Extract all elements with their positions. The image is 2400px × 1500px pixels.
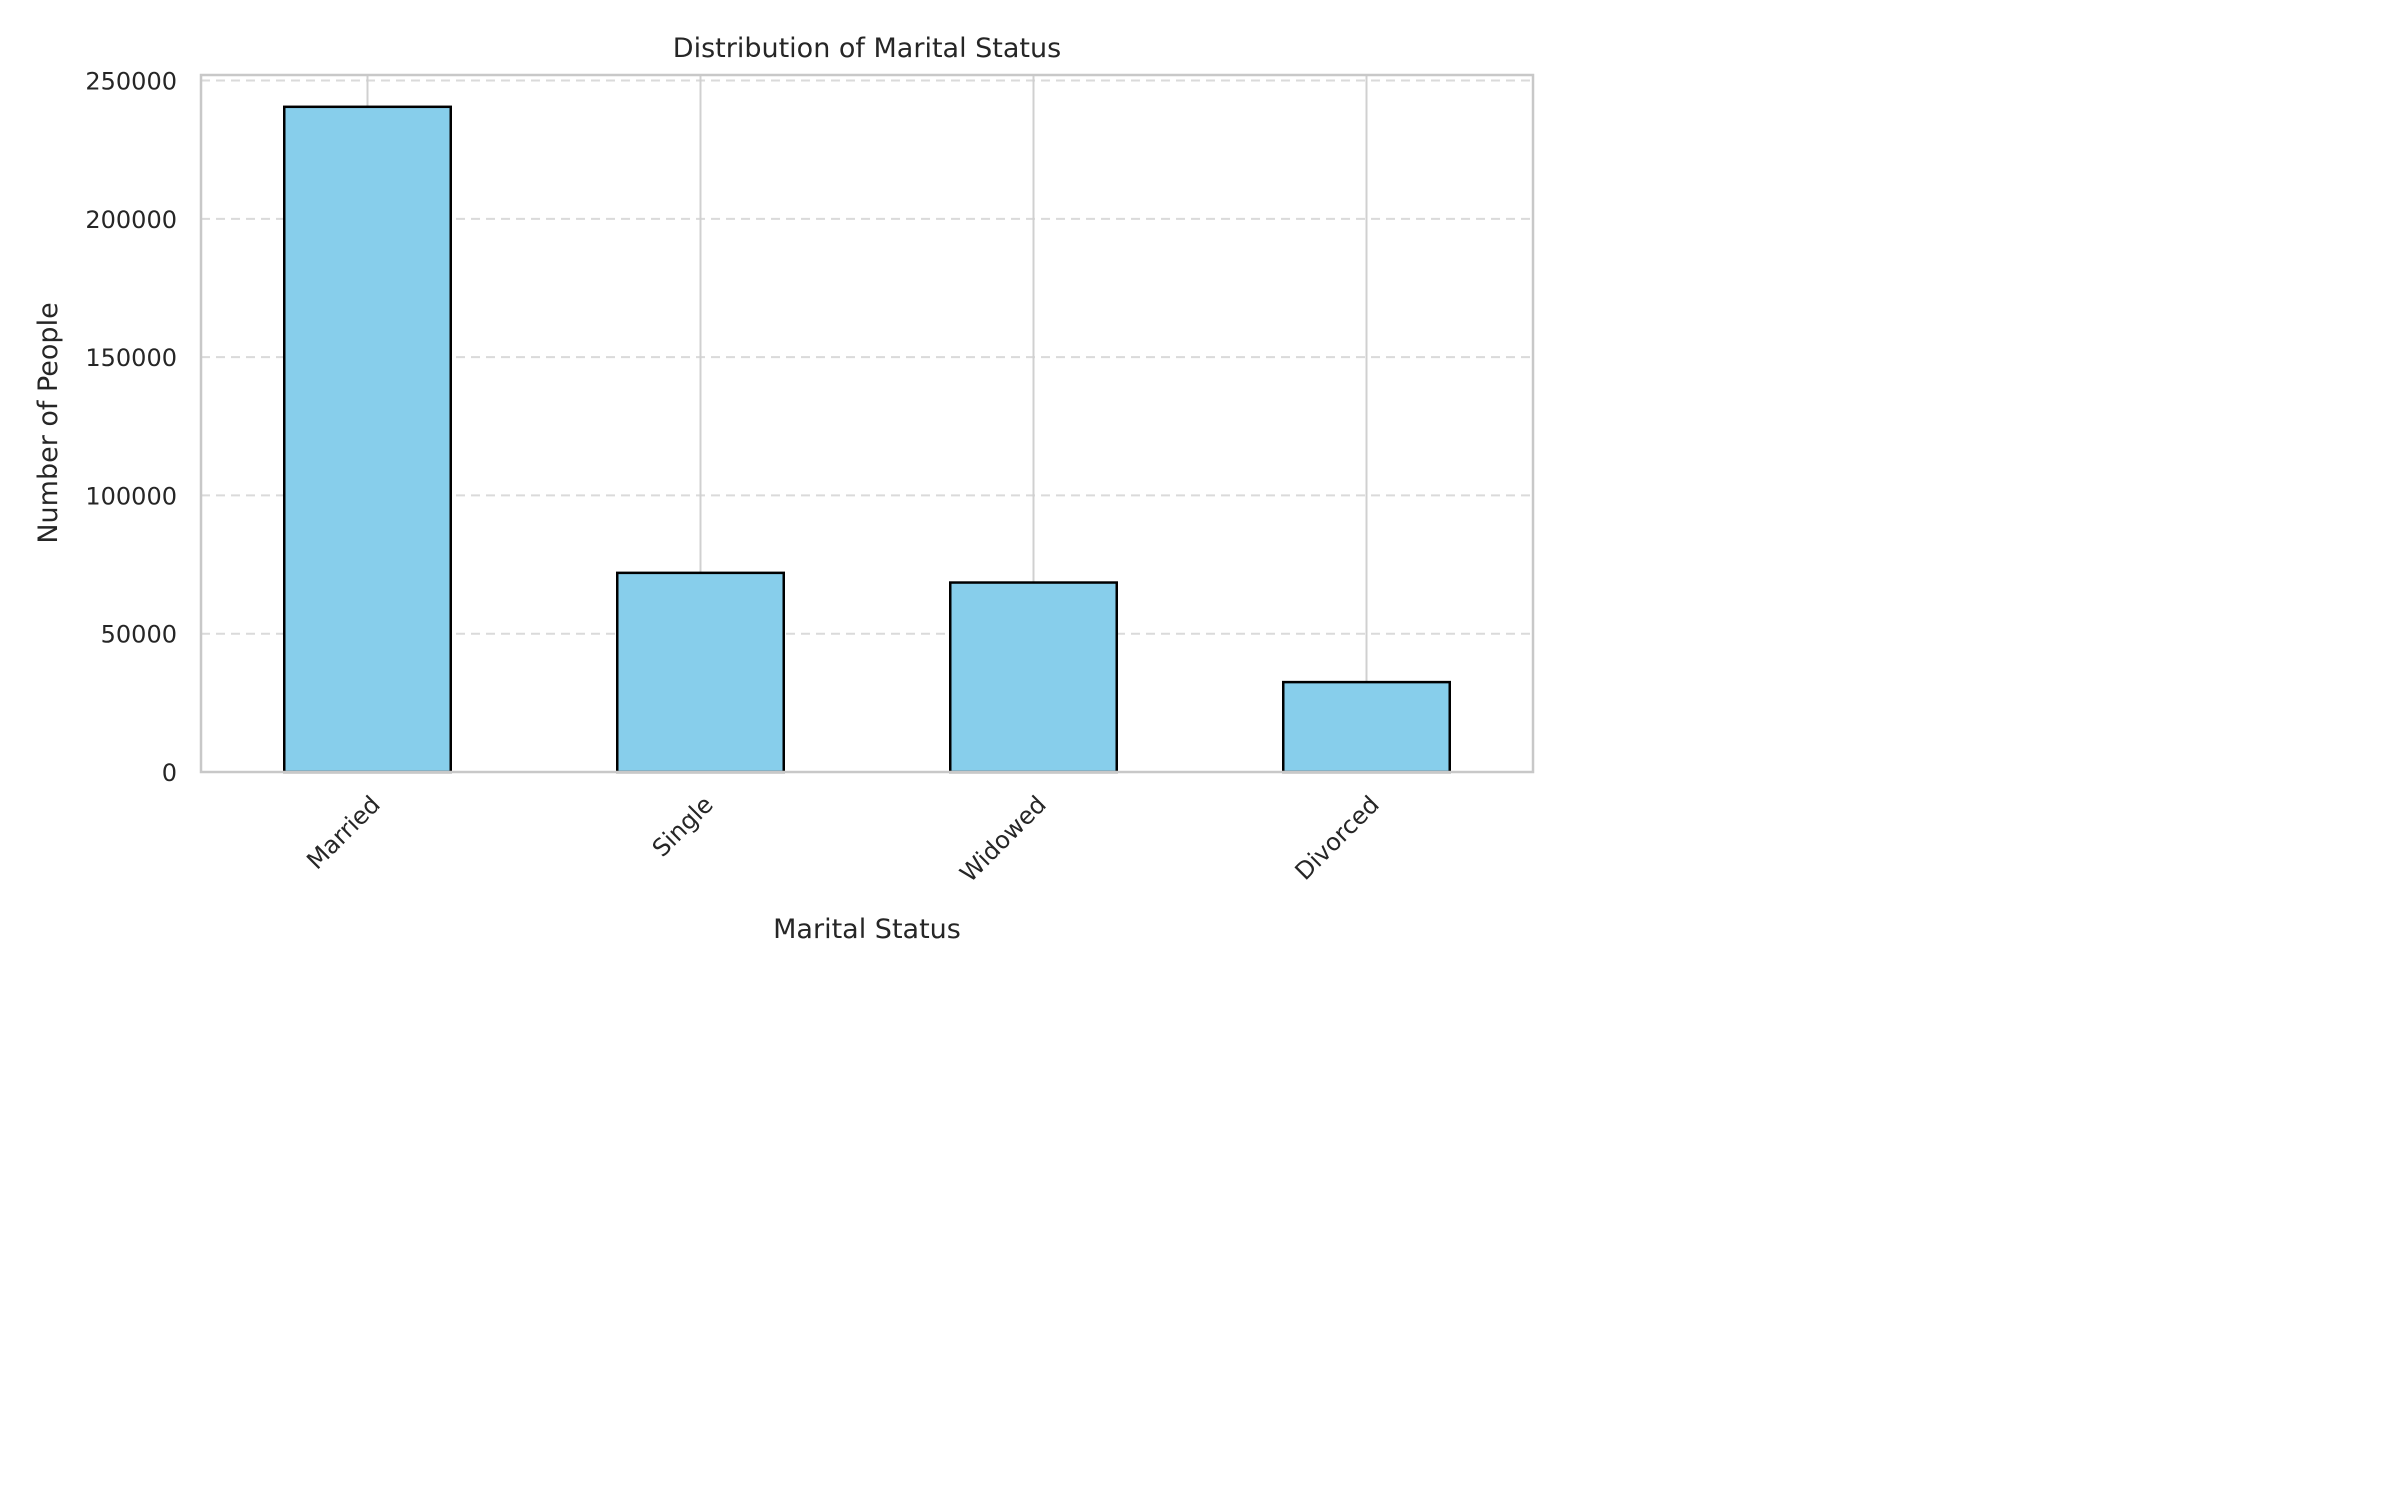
grid [201,75,1533,772]
y-tick-label: 200000 [85,206,177,234]
y-tick-label: 0 [162,759,177,787]
y-tick-label: 150000 [85,344,177,372]
chart-title: Distribution of Marital Status [673,33,1061,64]
bar-single [616,571,785,774]
y-axis-label: Number of People [33,302,64,543]
bar-widowed [949,581,1118,774]
y-tick-label: 50000 [101,621,177,649]
y-tick-label: 250000 [85,68,177,96]
x-axis-label: Marital Status [773,914,961,945]
plot-frame [199,73,1535,774]
y-tick-label: 100000 [85,482,177,510]
bar-divorced [1282,680,1451,774]
bar-chart: Distribution of Marital Status 0 50000 100… [0,0,1561,975]
bars [283,105,1451,774]
chart-background [0,0,1561,975]
bar-married [283,105,452,774]
y-axis: 0 50000 100000 150000 200000 250000 [85,68,177,787]
